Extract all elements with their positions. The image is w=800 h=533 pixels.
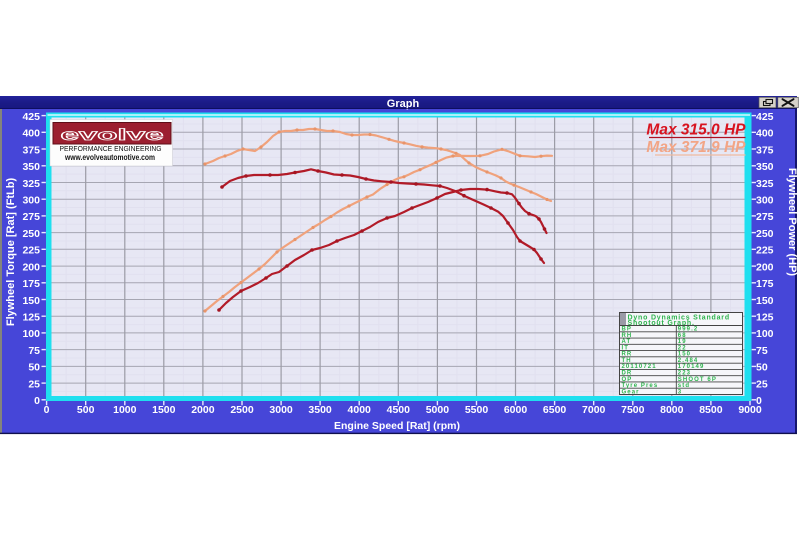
svg-text:400: 400 <box>756 128 774 140</box>
svg-text:3: 3 <box>678 389 682 395</box>
svg-text:275: 275 <box>756 211 774 223</box>
svg-text:Max 315.0 HP: Max 315.0 HP <box>646 122 746 139</box>
svg-text:150: 150 <box>756 295 774 307</box>
svg-text:3500: 3500 <box>308 404 332 416</box>
svg-text:std: std <box>678 383 690 389</box>
svg-text:20110721: 20110721 <box>622 364 657 370</box>
svg-text:Engine Speed [Rat] (rpm): Engine Speed [Rat] (rpm) <box>334 420 460 432</box>
svg-text:250: 250 <box>22 228 40 240</box>
svg-text:350: 350 <box>756 161 774 173</box>
svg-text:325: 325 <box>22 178 40 190</box>
svg-text:TH: TH <box>622 358 632 364</box>
svg-text:175: 175 <box>756 278 774 290</box>
svg-text:100: 100 <box>756 328 774 340</box>
svg-text:68: 68 <box>678 333 687 339</box>
svg-text:Shootout Graph.: Shootout Graph. <box>628 320 695 327</box>
svg-text:75: 75 <box>756 345 768 357</box>
svg-text:50: 50 <box>28 362 40 374</box>
svg-text:0: 0 <box>34 395 40 407</box>
svg-text:250: 250 <box>756 228 774 240</box>
svg-text:500: 500 <box>77 404 95 416</box>
svg-text:225: 225 <box>756 245 774 257</box>
svg-text:400: 400 <box>22 128 40 140</box>
svg-text:125: 125 <box>756 312 774 324</box>
svg-text:RH: RH <box>622 333 633 339</box>
svg-text:300: 300 <box>22 195 40 207</box>
svg-text:7500: 7500 <box>621 404 645 416</box>
svg-text:425: 425 <box>756 111 774 123</box>
svg-text:200: 200 <box>22 261 40 273</box>
svg-text:325: 325 <box>756 178 774 190</box>
svg-text:170149: 170149 <box>678 364 705 370</box>
svg-text:6500: 6500 <box>543 404 567 416</box>
svg-text:223: 223 <box>678 371 691 377</box>
svg-text:7000: 7000 <box>582 404 606 416</box>
svg-text:8000: 8000 <box>660 404 684 416</box>
svg-text:75: 75 <box>28 345 40 357</box>
svg-text:19: 19 <box>678 339 687 345</box>
svg-text:100: 100 <box>22 328 40 340</box>
svg-text:4000: 4000 <box>348 404 372 416</box>
svg-text:2000: 2000 <box>191 404 215 416</box>
svg-text:Max 371.9 HP: Max 371.9 HP <box>646 139 746 156</box>
svg-text:2.484: 2.484 <box>678 358 699 364</box>
svg-text:375: 375 <box>22 144 40 156</box>
svg-text:0: 0 <box>756 395 762 407</box>
svg-text:OP: OP <box>622 377 633 383</box>
svg-text:6000: 6000 <box>504 404 528 416</box>
svg-text:4500: 4500 <box>387 404 411 416</box>
svg-text:25: 25 <box>28 378 40 390</box>
svg-text:9000: 9000 <box>738 404 762 416</box>
svg-text:IT: IT <box>622 345 630 351</box>
svg-text:PERFORMANCE ENGINEERING: PERFORMANCE ENGINEERING <box>60 144 162 153</box>
svg-text:0: 0 <box>44 404 50 416</box>
svg-text:DR: DR <box>622 371 633 377</box>
svg-text:Dyno Dynamics Standard: Dyno Dynamics Standard <box>628 314 730 321</box>
svg-text:www.evolveautomotive.com: www.evolveautomotive.com <box>64 153 155 162</box>
svg-text:375: 375 <box>756 144 774 156</box>
svg-text:1000: 1000 <box>113 404 137 416</box>
svg-text:evolve: evolve <box>61 127 164 144</box>
svg-text:999.2: 999.2 <box>678 327 699 333</box>
svg-text:125: 125 <box>22 312 40 324</box>
svg-text:1500: 1500 <box>152 404 176 416</box>
svg-text:150: 150 <box>678 352 691 358</box>
svg-text:BP: BP <box>622 327 633 333</box>
svg-text:2500: 2500 <box>230 404 254 416</box>
svg-text:425: 425 <box>22 111 40 123</box>
svg-text:300: 300 <box>756 195 774 207</box>
svg-text:Graph: Graph <box>387 98 420 110</box>
svg-text:50: 50 <box>756 362 768 374</box>
svg-text:8500: 8500 <box>699 404 723 416</box>
svg-text:RR: RR <box>622 352 633 358</box>
svg-text:25: 25 <box>756 378 768 390</box>
svg-text:225: 225 <box>22 245 40 257</box>
svg-text:Gear: Gear <box>622 389 640 395</box>
svg-text:AT: AT <box>622 339 632 345</box>
svg-text:350: 350 <box>22 161 40 173</box>
svg-text:SHOOT 6P: SHOOT 6P <box>678 377 717 383</box>
svg-text:Flywheel Power (HP): Flywheel Power (HP) <box>786 168 798 277</box>
svg-text:200: 200 <box>756 261 774 273</box>
svg-text:5500: 5500 <box>465 404 489 416</box>
svg-text:5000: 5000 <box>426 404 450 416</box>
svg-text:Tyre Pres: Tyre Pres <box>622 383 659 389</box>
svg-text:Flywheel Torque [Rat] (FtLb): Flywheel Torque [Rat] (FtLb) <box>5 178 17 327</box>
svg-text:22: 22 <box>678 345 687 351</box>
svg-text:150: 150 <box>22 295 40 307</box>
svg-text:275: 275 <box>22 211 40 223</box>
svg-text:3000: 3000 <box>269 404 293 416</box>
svg-text:175: 175 <box>22 278 40 290</box>
